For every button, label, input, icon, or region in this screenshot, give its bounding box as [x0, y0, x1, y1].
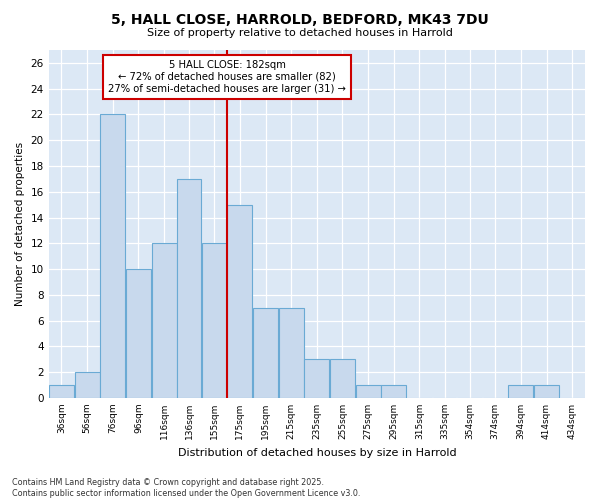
Bar [49, 385, 74, 398]
Bar [508, 385, 533, 398]
Bar [126, 269, 151, 398]
Bar [177, 179, 201, 398]
Bar [278, 308, 304, 398]
Bar [152, 244, 177, 398]
Y-axis label: Number of detached properties: Number of detached properties [15, 142, 25, 306]
Text: 5 HALL CLOSE: 182sqm
← 72% of detached houses are smaller (82)
27% of semi-detac: 5 HALL CLOSE: 182sqm ← 72% of detached h… [108, 60, 346, 94]
Bar [534, 385, 559, 398]
Bar [202, 244, 227, 398]
Bar [381, 385, 406, 398]
Text: 5, HALL CLOSE, HARROLD, BEDFORD, MK43 7DU: 5, HALL CLOSE, HARROLD, BEDFORD, MK43 7D… [111, 12, 489, 26]
Bar [330, 360, 355, 398]
Bar [304, 360, 329, 398]
Bar [253, 308, 278, 398]
Text: Size of property relative to detached houses in Harrold: Size of property relative to detached ho… [147, 28, 453, 38]
Bar [227, 204, 253, 398]
X-axis label: Distribution of detached houses by size in Harrold: Distribution of detached houses by size … [178, 448, 456, 458]
Text: Contains HM Land Registry data © Crown copyright and database right 2025.
Contai: Contains HM Land Registry data © Crown c… [12, 478, 361, 498]
Bar [74, 372, 100, 398]
Bar [100, 114, 125, 398]
Bar [356, 385, 381, 398]
